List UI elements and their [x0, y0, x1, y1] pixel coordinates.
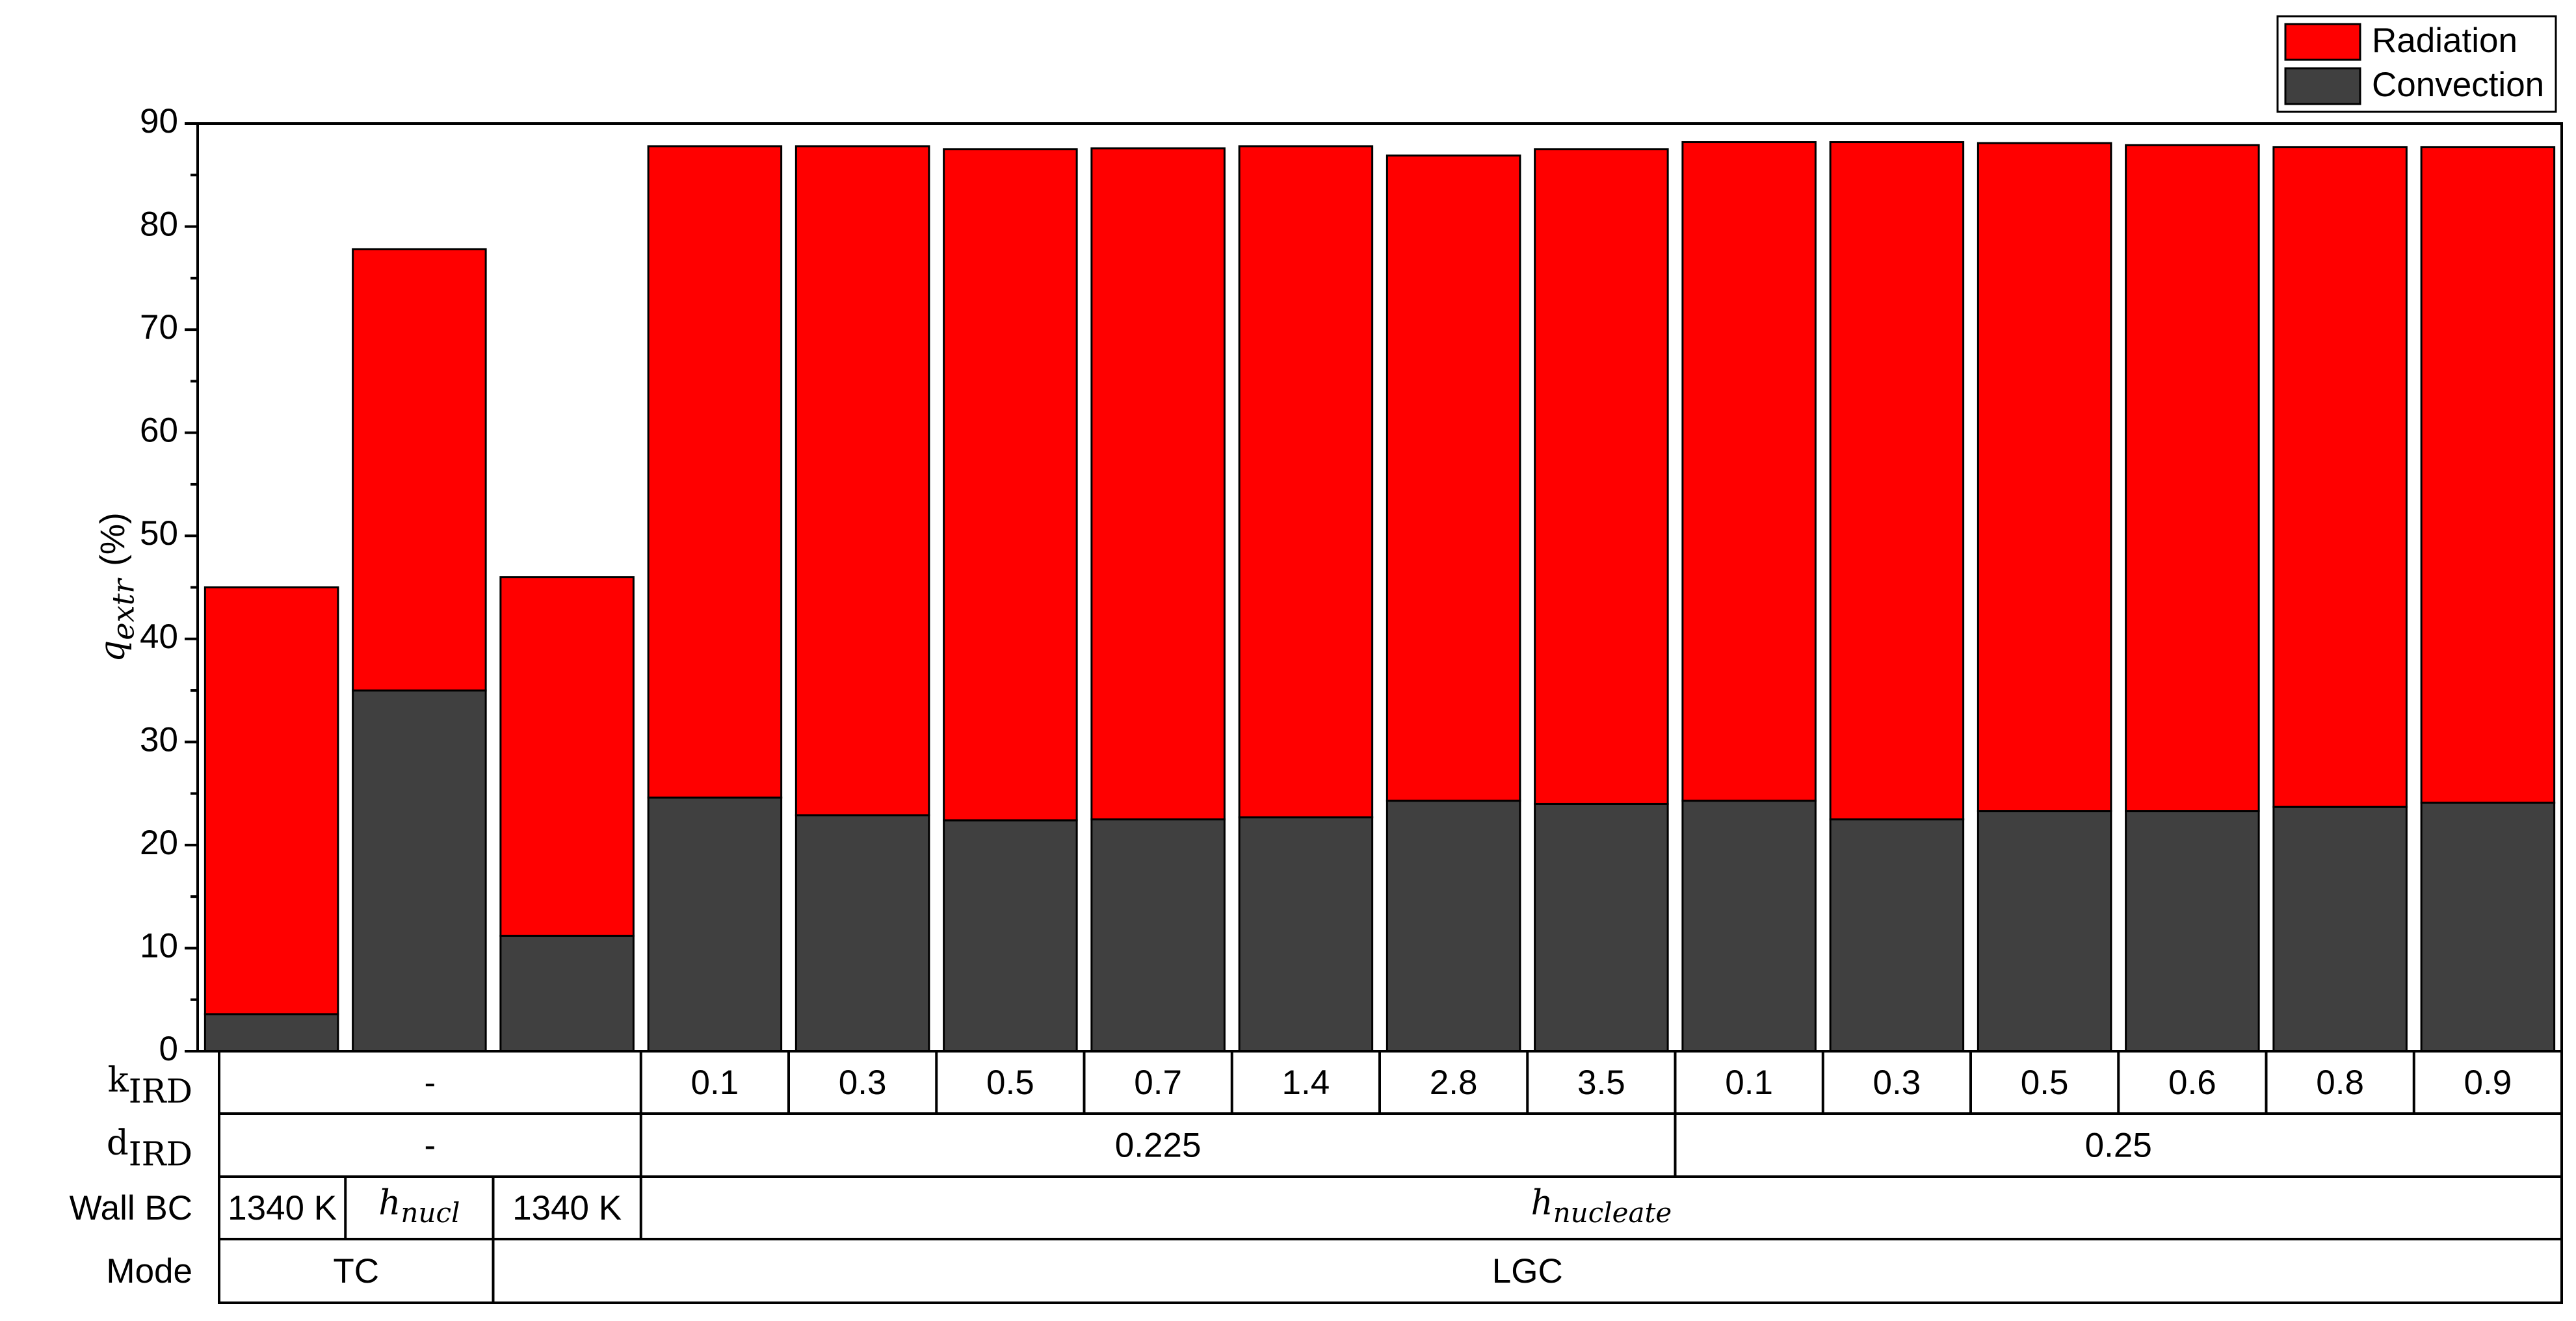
row-label: Mode — [106, 1252, 192, 1290]
bar-segment — [1090, 147, 1226, 820]
row-label-sub: IRD — [129, 1072, 192, 1110]
y-tick-label: 60 — [140, 412, 178, 450]
bar-segment — [499, 934, 635, 1053]
y-axis-label-sub: extr — [106, 577, 141, 640]
y-tick-label: 30 — [140, 720, 178, 759]
table-cell: 0.225 — [1115, 1127, 1202, 1165]
table-cell-main: h — [378, 1183, 401, 1223]
y-tick-label: 80 — [140, 205, 178, 244]
table-cell: 1340 K — [512, 1189, 622, 1227]
bar-segment — [2420, 802, 2556, 1053]
table-cell: - — [425, 1064, 436, 1102]
y-axis-label-main: q — [93, 640, 133, 662]
bar-segment — [499, 576, 635, 937]
table-cell: 1340 K — [228, 1189, 337, 1227]
table-cell-sub: nucleate — [1553, 1197, 1672, 1229]
bar-segment — [1681, 141, 1817, 802]
row-label: dIRD — [107, 1123, 192, 1173]
bar-segment — [1977, 810, 2112, 1053]
bar-segment — [1829, 818, 1965, 1053]
bar-segment — [943, 819, 1078, 1053]
table-cell: 0.1 — [691, 1064, 739, 1102]
table-cell: LGC — [1492, 1252, 1563, 1290]
bar-segment — [352, 248, 487, 692]
bar-segment — [2420, 146, 2556, 804]
legend-label: Convection — [2372, 66, 2544, 104]
y-tick-label: 10 — [140, 926, 178, 965]
table-cell: 0.9 — [2464, 1064, 2512, 1102]
table-cell: 3.5 — [1577, 1064, 1625, 1102]
table-cell-main: h — [1531, 1183, 1553, 1223]
y-axis-label: qextr (%) — [93, 512, 141, 662]
bar-segment — [943, 148, 1078, 822]
row-label-main: d — [107, 1123, 129, 1162]
table-cell: TC — [333, 1252, 379, 1290]
table-cell: 0.25 — [2085, 1127, 2152, 1165]
bar-segment — [204, 586, 339, 1015]
table-cell: 1.4 — [1282, 1064, 1330, 1102]
bar-segment — [204, 1013, 339, 1053]
y-tick-label: 70 — [140, 308, 178, 347]
table-cell: 0.3 — [1873, 1064, 1921, 1102]
legend-swatch — [2284, 67, 2361, 105]
bar-segment — [1386, 800, 1521, 1053]
bar-segment — [1238, 816, 1374, 1053]
table-cell: 0.1 — [1725, 1064, 1773, 1102]
bar-segment — [1681, 800, 1817, 1053]
y-tick-label: 40 — [140, 618, 178, 656]
row-label: kIRD — [108, 1060, 192, 1111]
bar-segment — [1238, 145, 1374, 818]
table-cell-sub: nucl — [401, 1197, 460, 1229]
bar-segment — [647, 145, 783, 799]
bar-segment — [1829, 141, 1965, 820]
bar-segment — [2125, 810, 2260, 1053]
bar-segment — [1977, 142, 2112, 813]
table-cell: 0.7 — [1134, 1064, 1182, 1102]
y-tick-label: 0 — [159, 1030, 178, 1068]
table-cell: 0.5 — [986, 1064, 1034, 1102]
bar-segment — [795, 814, 930, 1053]
bar-segment — [1534, 802, 1669, 1053]
row-label: Wall BC — [70, 1189, 192, 1227]
y-tick-label: 90 — [140, 102, 178, 140]
bar-segment — [1534, 148, 1669, 805]
bar-segment — [1386, 154, 1521, 802]
row-label-main: k — [108, 1060, 129, 1100]
table-cell: - — [425, 1127, 436, 1165]
legend-swatch — [2284, 23, 2361, 61]
table-cell: hnucleate — [1531, 1183, 1672, 1229]
bar-segment — [2125, 144, 2260, 813]
bar-segment — [795, 145, 930, 817]
y-tick-label: 20 — [140, 824, 178, 862]
table-cell: 0.3 — [839, 1064, 887, 1102]
row-label-sub: IRD — [129, 1135, 192, 1173]
table-cell: 0.5 — [2021, 1064, 2069, 1102]
y-axis-label-unit: (%) — [94, 512, 132, 566]
bar-segment — [2272, 146, 2408, 808]
bar-segment — [1090, 818, 1226, 1053]
bar-segment — [647, 796, 783, 1053]
bar-segment — [2272, 805, 2408, 1053]
y-tick-label: 50 — [140, 514, 178, 553]
table-cell: 2.8 — [1430, 1064, 1478, 1102]
table-cell: 0.8 — [2316, 1064, 2364, 1102]
legend-label: Radiation — [2372, 21, 2517, 60]
bar-segment — [352, 689, 487, 1053]
table-cell: 0.6 — [2168, 1064, 2216, 1102]
table-cell: hnucl — [378, 1183, 460, 1229]
